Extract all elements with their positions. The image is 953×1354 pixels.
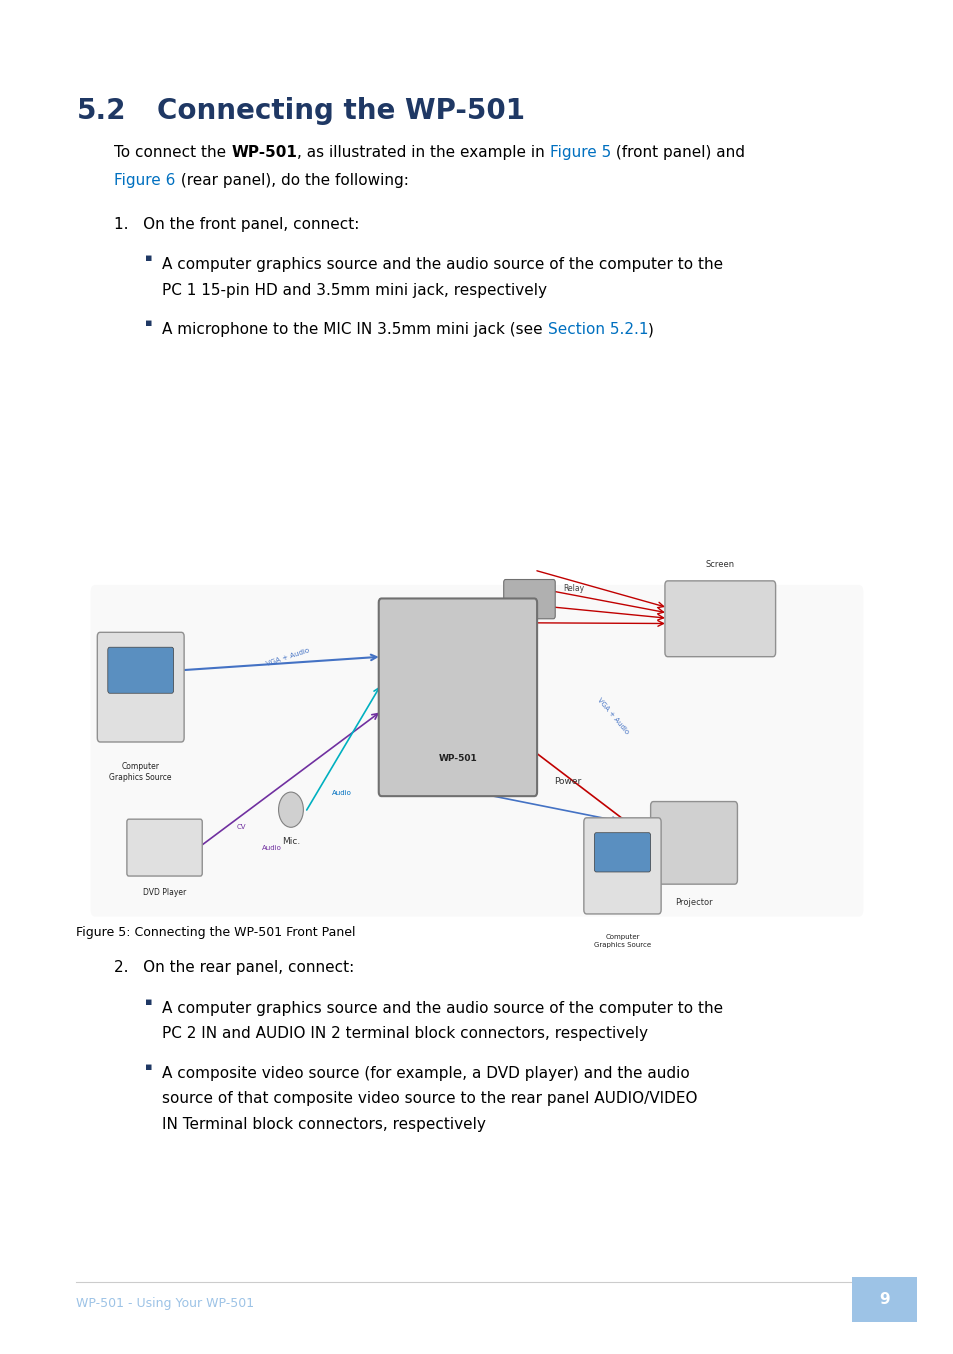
Text: WP-501: WP-501 (232, 145, 297, 160)
Text: A computer graphics source and the audio source of the computer to the: A computer graphics source and the audio… (162, 257, 722, 272)
Text: CV: CV (236, 823, 246, 830)
Text: PC 2 IN and AUDIO IN 2 terminal block connectors, respectively: PC 2 IN and AUDIO IN 2 terminal block co… (162, 1026, 647, 1041)
Text: , as illustrated in the example in: , as illustrated in the example in (297, 145, 549, 160)
Text: 9: 9 (878, 1292, 889, 1308)
Text: PC 1 15-pin HD and 3.5mm mini jack, respectively: PC 1 15-pin HD and 3.5mm mini jack, resp… (162, 283, 547, 298)
FancyBboxPatch shape (91, 585, 862, 917)
Text: ▪: ▪ (145, 253, 152, 263)
Text: 1.   On the front panel, connect:: 1. On the front panel, connect: (114, 217, 359, 232)
FancyBboxPatch shape (594, 833, 650, 872)
Text: (rear panel), do the following:: (rear panel), do the following: (175, 173, 408, 188)
Text: 5.2: 5.2 (76, 97, 126, 126)
Text: ): ) (647, 322, 654, 337)
Text: Audio: Audio (332, 789, 352, 796)
FancyBboxPatch shape (664, 581, 775, 657)
Text: WP-501 - Using Your WP-501: WP-501 - Using Your WP-501 (76, 1297, 254, 1311)
Text: VGA + Audio: VGA + Audio (265, 647, 310, 668)
Text: ▪: ▪ (145, 997, 152, 1006)
Text: Figure 6: Figure 6 (114, 173, 175, 188)
Text: Section 5.2.1: Section 5.2.1 (547, 322, 647, 337)
Text: A computer graphics source and the audio source of the computer to the: A computer graphics source and the audio… (162, 1001, 722, 1016)
Circle shape (278, 792, 303, 827)
Text: Mic.: Mic. (281, 837, 300, 846)
Text: Computer
Graphics Source: Computer Graphics Source (110, 762, 172, 783)
Text: Projector: Projector (675, 898, 712, 907)
Text: IN Terminal block connectors, respectively: IN Terminal block connectors, respective… (162, 1117, 485, 1132)
Text: DVD Player: DVD Player (143, 888, 186, 898)
Text: Power: Power (554, 777, 580, 785)
Text: ▪: ▪ (145, 1062, 152, 1071)
FancyBboxPatch shape (650, 802, 737, 884)
FancyBboxPatch shape (851, 1277, 916, 1322)
Text: To connect the: To connect the (114, 145, 232, 160)
Text: (front panel) and: (front panel) and (611, 145, 744, 160)
Text: WP-501: WP-501 (438, 754, 476, 762)
Text: ▪: ▪ (145, 318, 152, 328)
Text: Screen: Screen (705, 559, 734, 569)
Text: Computer
Graphics Source: Computer Graphics Source (594, 934, 650, 948)
FancyBboxPatch shape (583, 818, 660, 914)
FancyBboxPatch shape (108, 647, 173, 693)
Text: 2.   On the rear panel, connect:: 2. On the rear panel, connect: (114, 960, 355, 975)
Text: Figure 5: Connecting the WP-501 Front Panel: Figure 5: Connecting the WP-501 Front Pa… (76, 926, 355, 940)
Text: Audio: Audio (262, 845, 282, 852)
Text: A microphone to the MIC IN 3.5mm mini jack (see: A microphone to the MIC IN 3.5mm mini ja… (162, 322, 547, 337)
Text: Connecting the WP-501: Connecting the WP-501 (157, 97, 525, 126)
Text: Figure 5: Figure 5 (549, 145, 611, 160)
FancyBboxPatch shape (97, 632, 184, 742)
FancyBboxPatch shape (127, 819, 202, 876)
Text: source of that composite video source to the rear panel AUDIO/VIDEO: source of that composite video source to… (162, 1091, 697, 1106)
Text: Relay: Relay (562, 585, 583, 593)
FancyBboxPatch shape (503, 580, 555, 619)
Text: VGA + Audio: VGA + Audio (596, 696, 629, 735)
Text: A composite video source (for example, a DVD player) and the audio: A composite video source (for example, a… (162, 1066, 689, 1080)
FancyBboxPatch shape (378, 598, 537, 796)
